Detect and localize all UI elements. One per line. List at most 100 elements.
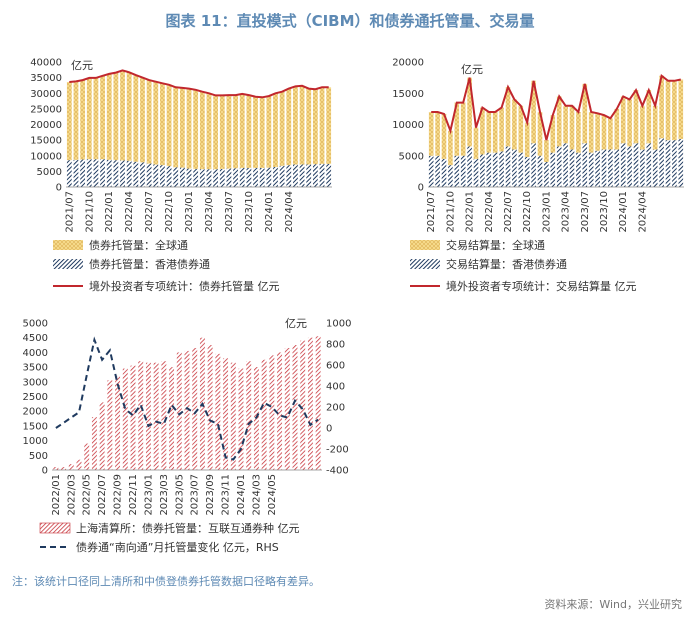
c1-legend-global: 债券托管量：全球通: [89, 238, 188, 252]
c1-ytick: 5000: [37, 167, 62, 178]
c1-bar-global: [179, 87, 185, 168]
c2-bar-global: [588, 112, 594, 153]
c2-legend-hk: 交易结算量：香港债券通: [446, 257, 567, 271]
c1-bar-hk: [179, 167, 185, 187]
c2-bar-global: [480, 107, 485, 155]
c2-ytick: 20000: [392, 58, 424, 69]
c2-xtick: 2023/01: [541, 191, 552, 233]
c2-ytick: 5000: [399, 151, 424, 162]
c1-bar-global: [140, 77, 145, 163]
c2-bar-global: [467, 77, 472, 147]
c1-bar-global: [293, 86, 298, 165]
c1-legend-total: 境外投资者专项统计：债券托管量 亿元: [89, 279, 280, 293]
c3-xtick: 2023/05: [174, 474, 185, 516]
c2-bar-global: [576, 112, 581, 153]
c3-ytick: 500: [29, 451, 48, 462]
c1-bar-global: [86, 77, 92, 160]
c3-xtick: 2023/11: [221, 474, 232, 516]
c2-line-total: [431, 74, 681, 141]
c1-ytick: 40000: [30, 58, 62, 69]
c2-bar-hk: [620, 143, 626, 187]
c2-bar-hk: [441, 158, 447, 187]
c1-bar-hk: [120, 160, 125, 187]
c1-bar-hk: [73, 159, 79, 187]
c1-bar-hk: [259, 167, 265, 187]
source-credit: 资料来源：Wind，兴业研究: [544, 598, 682, 611]
c1-plot: 0 5000 10000 15000 20000 25000 30000 35000 40000…: [30, 58, 332, 233]
c1-bar-hk: [86, 159, 92, 187]
c2-xtick: 2024/04: [637, 191, 648, 233]
c3-bar: [277, 352, 283, 470]
c2-bar-global: [608, 118, 613, 150]
c2-bar-hk: [627, 146, 632, 187]
c3-ytick: 3500: [23, 363, 48, 374]
c2-xtick: 2022/01: [465, 191, 476, 233]
c3-bar: [215, 353, 221, 470]
c1-bar-global: [206, 93, 212, 170]
c3-y2tick: 600: [326, 361, 345, 372]
c2-bar-global: [441, 113, 447, 159]
c1-bar-global: [146, 80, 152, 164]
c1-bar-global: [113, 72, 119, 161]
c2-bar-global: [544, 140, 549, 162]
c2-bar-hk: [486, 152, 492, 187]
c1-bar-global: [233, 95, 238, 169]
c2-bar-global: [633, 90, 639, 144]
c1-bar-hk: [206, 169, 212, 187]
c3-bar: [138, 361, 144, 470]
c1-bar-hk: [213, 169, 219, 187]
c3-y2tick: 1000: [326, 319, 351, 330]
c1-ytick: 35000: [30, 73, 62, 84]
c2-ytick: 15000: [392, 89, 424, 100]
c2-bar-global: [601, 115, 607, 150]
c2-bar-global: [627, 99, 632, 147]
c2-bar-global: [518, 105, 524, 153]
c1-bar-hk: [266, 167, 272, 187]
c2-bar-hk: [544, 162, 549, 187]
c2-bar-hk: [633, 143, 639, 187]
c2-bar-hk: [428, 155, 434, 187]
c1-bar-global: [126, 72, 132, 161]
c2-bar-global: [672, 80, 677, 141]
c1-ytick: 15000: [30, 136, 62, 147]
c2-bar-global: [556, 96, 562, 147]
c3-bar: [91, 417, 97, 470]
c1-bar-hk: [186, 168, 192, 187]
c2-bar-hk: [614, 149, 620, 187]
c3-unit-label: 亿元: [285, 317, 307, 330]
c1-ytick: 0: [56, 183, 62, 194]
c3-ytick: 5000: [23, 319, 48, 330]
c2-bar-global: [537, 112, 543, 156]
c1-xtick: 2024/04: [284, 191, 295, 233]
c1-bar-hk: [166, 166, 172, 187]
c1-bar-hk: [193, 168, 199, 187]
c3-y2tick: -400: [326, 466, 349, 477]
c1-ytick: 20000: [30, 120, 62, 131]
c1-ytick: 30000: [30, 89, 62, 100]
c2-bar-hk: [480, 154, 485, 187]
c1-bar-hk: [173, 167, 179, 187]
c1-xtick: 2021/07: [64, 191, 75, 233]
c2-bar-hk: [665, 140, 671, 187]
c3-xtick: 2022/01: [51, 474, 62, 516]
c1-legend-swatch-global: [53, 240, 83, 250]
c2-ytick: 10000: [392, 120, 424, 131]
c3-bar: [207, 345, 213, 470]
c1-bar-global: [66, 82, 72, 161]
c2-bar-global: [563, 105, 568, 144]
c2-bar-global: [659, 75, 664, 139]
c2-bar-hk: [460, 155, 466, 187]
c2-bar-global: [524, 122, 530, 157]
c1-xtick: 2023/10: [244, 191, 255, 233]
c1-bar-global: [286, 88, 292, 166]
c1-bar-global: [193, 89, 199, 169]
c1-xtick: 2023/07: [224, 191, 235, 233]
c1-bar-global: [166, 84, 172, 167]
c2-bar-hk: [524, 157, 530, 187]
c2-bar-global: [428, 112, 434, 156]
c2-xtick: 2023/10: [599, 191, 610, 233]
c1-bar-hk: [273, 167, 278, 187]
c2-bar-global: [435, 112, 440, 156]
